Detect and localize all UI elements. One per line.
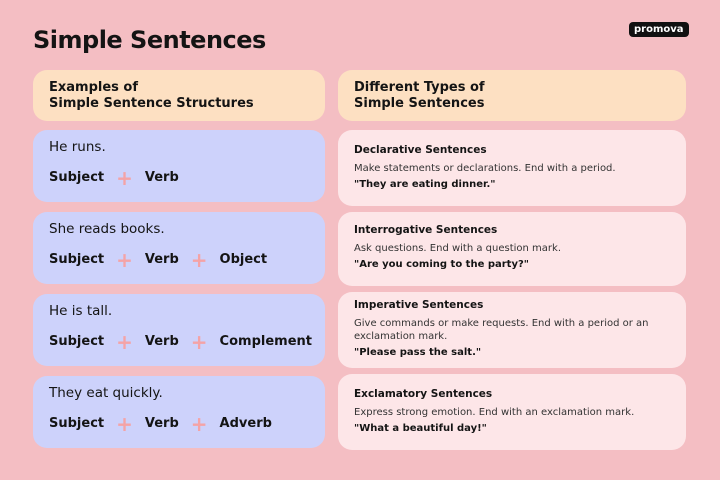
page-title: Simple Sentences — [33, 26, 266, 54]
type-example: "Are you coming to the party?" — [354, 259, 529, 270]
example-sentence: He runs. — [49, 139, 106, 155]
example-card: They eat quickly. Subject + Verb + Adverb — [33, 376, 325, 448]
header-line: Simple Sentences — [354, 96, 485, 111]
example-card: He is tall. Subject + Verb + Complement — [33, 294, 325, 366]
part: Verb — [144, 334, 179, 349]
part: Verb — [144, 252, 179, 267]
structure: Subject + Verb + Complement — [49, 329, 312, 354]
example-card: She reads books. Subject + Verb + Object — [33, 212, 325, 284]
structure: Subject + Verb — [49, 165, 309, 190]
plus-icon: + — [116, 329, 133, 354]
type-name: Declarative Sentences — [354, 144, 487, 156]
type-description: Ask questions. End with a question mark. — [354, 243, 562, 254]
example-sentence: She reads books. — [49, 221, 165, 237]
structure: Subject + Verb + Adverb — [49, 411, 309, 436]
plus-icon: + — [190, 329, 208, 354]
plus-icon: + — [116, 247, 133, 272]
header-line: Different Types of — [354, 80, 485, 95]
type-card: Interrogative Sentences Ask questions. E… — [338, 212, 686, 286]
part: Adverb — [219, 416, 272, 431]
promova-logo: promova — [629, 22, 689, 37]
header-line: Examples of — [49, 80, 139, 95]
plus-icon: + — [190, 411, 208, 436]
part: Subject — [49, 170, 105, 185]
type-example: "What a beautiful day!" — [354, 423, 487, 434]
part: Subject — [49, 252, 105, 267]
example-card: He runs. Subject + Verb — [33, 130, 325, 202]
plus-icon: + — [190, 247, 208, 272]
type-name: Interrogative Sentences — [354, 224, 498, 236]
example-sentence: He is tall. — [49, 303, 113, 319]
type-description: Make statements or declarations. End wit… — [354, 163, 616, 174]
part: Complement — [219, 334, 312, 349]
plus-icon: + — [116, 165, 133, 190]
plus-icon: + — [116, 411, 133, 436]
example-sentence: They eat quickly. — [49, 385, 163, 401]
types-header: Different Types of Simple Sentences — [338, 70, 686, 121]
part: Verb — [144, 416, 179, 431]
type-description: Express strong emotion. End with an excl… — [354, 407, 635, 418]
part: Subject — [49, 416, 105, 431]
type-card: Declarative Sentences Make statements or… — [338, 130, 686, 206]
structure: Subject + Verb + Object — [49, 247, 309, 272]
part: Object — [219, 252, 268, 267]
part: Verb — [144, 170, 179, 185]
type-card: Imperative Sentences Give commands or ma… — [338, 292, 686, 368]
header-line: Simple Sentence Structures — [49, 96, 254, 111]
type-name: Imperative Sentences — [354, 299, 484, 311]
part: Subject — [49, 334, 105, 349]
type-description: Give commands or make requests. End with… — [354, 318, 649, 342]
type-example: "Please pass the salt." — [354, 347, 482, 358]
type-card: Exclamatory Sentences Express strong emo… — [338, 374, 686, 450]
structures-header: Examples of Simple Sentence Structures — [33, 70, 325, 121]
type-example: "They are eating dinner." — [354, 179, 496, 190]
type-name: Exclamatory Sentences — [354, 388, 493, 400]
